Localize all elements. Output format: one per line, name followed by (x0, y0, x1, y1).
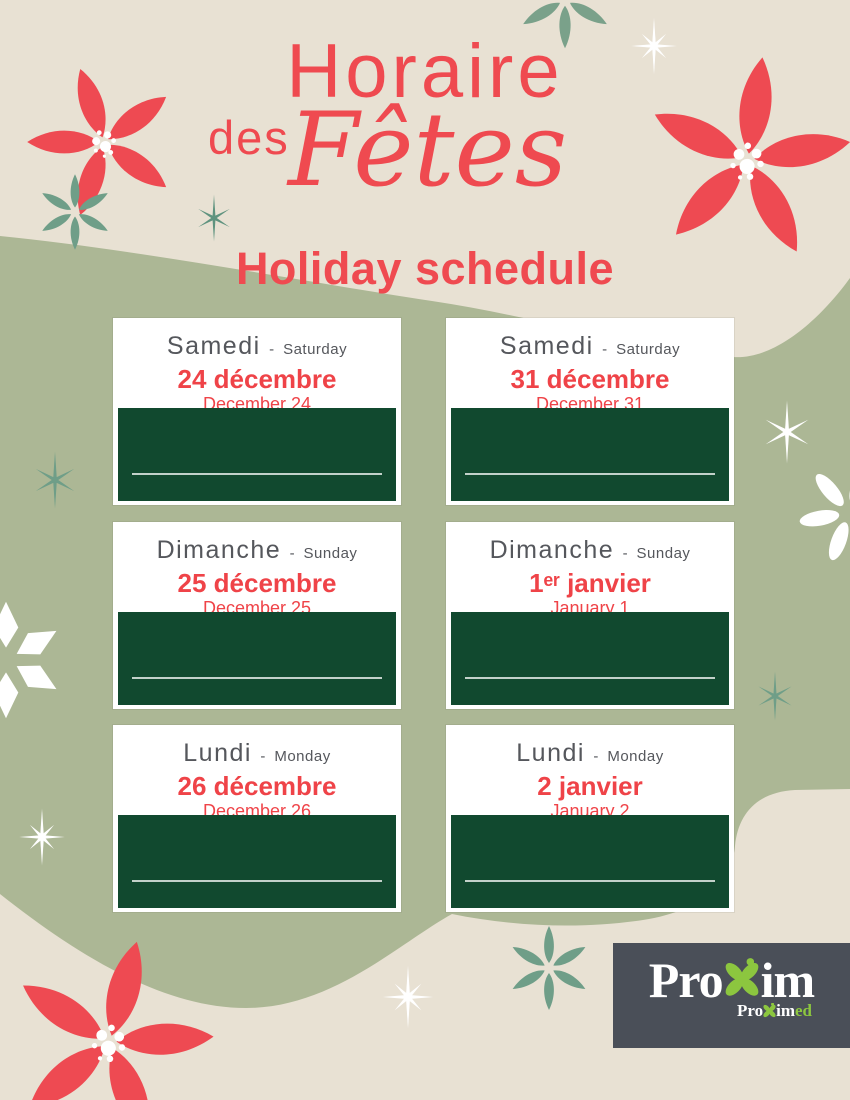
brand-pre: Pro (648, 952, 724, 1008)
card-date-fr: 26 décembre (177, 771, 337, 801)
schedule-card-jan-1: Dimanche - Sunday 1ᵉʳ janvier January 1 (446, 522, 734, 709)
day-fr: Samedi (166, 332, 261, 360)
brand-post: im (760, 952, 816, 1008)
day-fr: Lundi (183, 739, 252, 767)
write-line (465, 473, 715, 475)
card-date-fr: 1ᵉʳ janvier (529, 568, 651, 598)
day-en: Sunday (636, 545, 691, 562)
day-separator: - (269, 341, 275, 358)
sub-mid: im (776, 1001, 795, 1020)
write-line (132, 473, 382, 475)
proxim-logo: Pro im Pro imed (613, 943, 850, 1048)
schedule-card-dec-31: Samedi - Saturday 31 décembre December 3… (446, 318, 734, 505)
day-fr: Samedi (499, 332, 594, 360)
card-day: Dimanche - Sunday (113, 522, 401, 567)
proxim-wordmark: Pro im (613, 943, 850, 1005)
day-fr: Dimanche (156, 536, 282, 564)
hours-write-area (451, 815, 729, 908)
card-date-fr: 2 janvier (537, 771, 643, 801)
card-day: Samedi - Saturday (446, 318, 734, 363)
hours-write-area (118, 815, 396, 908)
write-line (465, 677, 715, 679)
day-separator: - (622, 545, 629, 562)
hours-write-area (118, 612, 396, 705)
sub-pre: Pro (736, 1001, 764, 1020)
day-separator: - (260, 748, 266, 765)
day-en: Sunday (303, 545, 358, 562)
day-fr: Dimanche (489, 536, 615, 564)
schedule-card-dec-26: Lundi - Monday 26 décembre December 26 (113, 725, 401, 912)
green-flower-bottom-icon (510, 926, 588, 1010)
hours-write-area (451, 612, 729, 705)
card-day: Dimanche - Sunday (446, 522, 734, 567)
title-holiday-schedule: Holiday schedule (235, 243, 615, 294)
card-day: Lundi - Monday (113, 725, 401, 770)
write-line (132, 677, 382, 679)
schedule-card-dec-24: Samedi - Saturday 24 décembre December 2… (113, 318, 401, 505)
hours-write-area (118, 408, 396, 501)
write-line (132, 880, 382, 882)
day-separator: - (593, 748, 599, 765)
sub-post: ed (795, 1001, 812, 1020)
title-fetes: Fêtes (288, 91, 568, 210)
card-date-fr: 24 décembre (177, 364, 337, 394)
day-en: Saturday (283, 341, 348, 358)
title-des: des (208, 111, 290, 164)
schedule-card-dec-25: Dimanche - Sunday 25 décembre December 2… (113, 522, 401, 709)
title-horaire: Horaire (286, 29, 564, 114)
day-separator: - (602, 341, 608, 358)
proximed-wordmark: Pro imed (613, 1001, 850, 1021)
schedule-card-jan-2: Lundi - Monday 2 janvier January 2 (446, 725, 734, 912)
card-day: Samedi - Saturday (113, 318, 401, 363)
day-en: Saturday (616, 341, 681, 358)
card-date-fr: 31 décembre (510, 364, 670, 394)
white-sparkle-bottom-icon (383, 966, 433, 1029)
day-fr: Lundi (516, 739, 585, 767)
day-separator: - (289, 545, 296, 562)
day-en: Monday (607, 748, 664, 765)
proximed-x-flower-icon (763, 1002, 776, 1018)
day-en: Monday (274, 748, 331, 765)
proxim-x-flower-icon (725, 958, 759, 996)
card-date-fr: 25 décembre (177, 568, 337, 598)
card-day: Lundi - Monday (446, 725, 734, 770)
teal-sparkle-near-des-icon (197, 195, 230, 242)
hours-write-area (451, 408, 729, 501)
write-line (465, 880, 715, 882)
